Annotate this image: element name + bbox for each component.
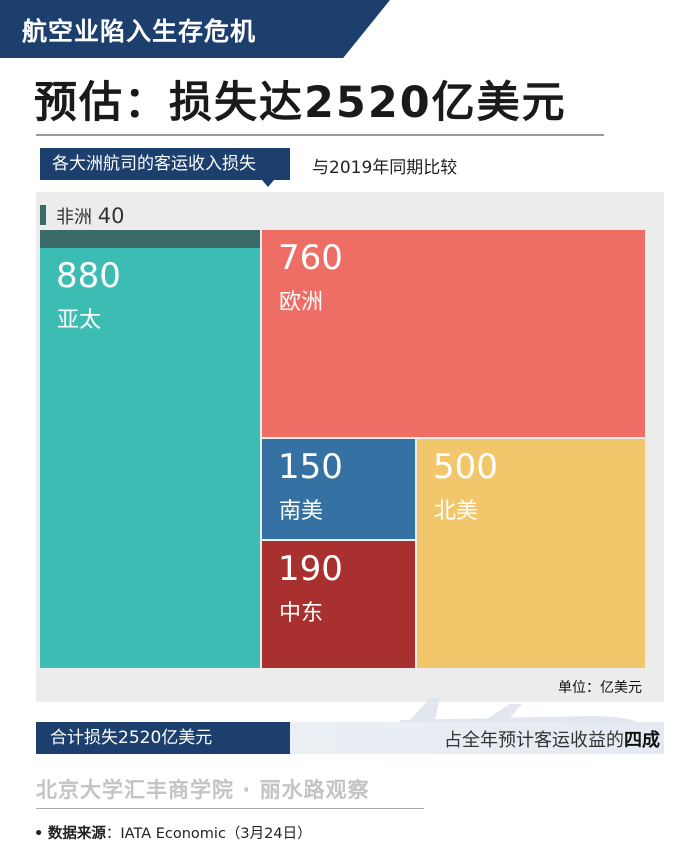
northam-value: 500 bbox=[433, 447, 498, 487]
southam-value: 150 bbox=[278, 447, 343, 487]
africa-label: 非洲 40 bbox=[56, 203, 124, 229]
headline: 预估：损失达2520亿美元 bbox=[34, 78, 567, 128]
institution-name: 北京大学汇丰商学院 · 丽水路观察 bbox=[36, 778, 370, 802]
mideast-value: 190 bbox=[278, 549, 343, 589]
europe-value: 760 bbox=[278, 238, 343, 278]
total-label: 合计损失2520亿美元 bbox=[36, 722, 290, 754]
source-key: 数据来源 bbox=[47, 826, 106, 842]
mideast-name: 中东 bbox=[279, 601, 324, 626]
subtitle-tag: 各大洲航司的客运收入损失 bbox=[40, 148, 290, 180]
asia-value: 880 bbox=[56, 256, 121, 296]
treemap-cell-europe: 760 欧洲 bbox=[262, 230, 645, 437]
africa-legend-swatch bbox=[40, 205, 46, 225]
africa-value: 40 bbox=[97, 204, 125, 228]
share-note: 占全年预计客运收益的四成 bbox=[444, 726, 660, 752]
southam-name: 南美 bbox=[279, 499, 324, 524]
treemap-cell-africa bbox=[40, 230, 260, 248]
headline-divider bbox=[36, 134, 604, 136]
share-emphasis: 四成 bbox=[624, 730, 660, 751]
treemap-cell-mideast: 190 中东 bbox=[262, 541, 415, 668]
northam-name: 北美 bbox=[434, 499, 479, 524]
treemap-cell-northam: 500 北美 bbox=[417, 439, 645, 668]
treemap-cell-asia: 880 亚太 bbox=[40, 248, 260, 668]
asia-name: 亚太 bbox=[57, 308, 102, 333]
source-value: IATA Economic（3月24日） bbox=[120, 826, 312, 842]
caret-down-icon bbox=[262, 180, 274, 187]
footer-divider bbox=[36, 808, 424, 809]
bullet-icon: • bbox=[34, 826, 44, 842]
africa-name: 非洲 bbox=[56, 207, 92, 228]
share-prefix: 占全年预计客运收益的 bbox=[444, 730, 624, 751]
europe-name: 欧洲 bbox=[279, 290, 324, 315]
header-banner bbox=[0, 0, 390, 58]
subtitle-note: 与2019年同期比较 bbox=[312, 158, 458, 178]
source-line: • 数据来源：IATA Economic（3月24日） bbox=[34, 822, 312, 843]
banner-title: 航空业陷入生存危机 bbox=[22, 17, 257, 46]
source-separator: ： bbox=[105, 826, 121, 842]
unit-label: 单位：亿美元 bbox=[558, 680, 642, 696]
treemap-cell-southam: 150 南美 bbox=[262, 439, 415, 539]
